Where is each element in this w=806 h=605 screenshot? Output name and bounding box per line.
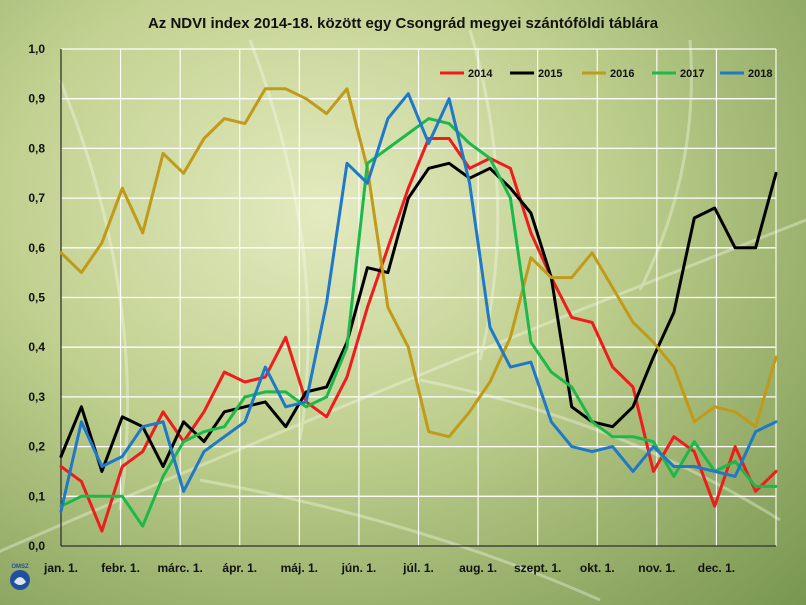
series-lines	[59, 87, 778, 533]
y-tick-label: 1,0	[28, 42, 45, 56]
gridlines	[60, 48, 777, 547]
y-axis-ticks: 0,0 0,1 0,2 0,3 0,4 0,5 0,6 0,7 0,8 0,9 1,0	[28, 42, 45, 553]
y-tick-label: 0,2	[28, 440, 45, 454]
chart-title: Az NDVI index 2014-18. között egy Csongr…	[148, 15, 659, 32]
legend-label: 2016	[610, 68, 634, 80]
x-axis-ticks: jan. 1. febr. 1. márc. 1. ápr. 1. máj. 1. jún…	[43, 561, 735, 575]
x-tick-label: dec. 1.	[698, 561, 735, 575]
x-tick-label: jan. 1.	[43, 561, 78, 575]
y-tick-label: 0,5	[28, 291, 45, 305]
series-line-2016	[59, 87, 778, 439]
legend-label: 2014	[468, 68, 493, 80]
legend: 2014 2015 2016 2017 2018	[440, 68, 772, 80]
x-tick-label: szept. 1.	[514, 561, 561, 575]
x-tick-label: febr. 1.	[101, 561, 140, 575]
logo-text: OMSZ	[11, 564, 29, 570]
x-tick-label: okt. 1.	[580, 561, 615, 575]
series-line-2014	[59, 137, 778, 533]
x-tick-label: jún. 1.	[341, 561, 377, 575]
series-line-2018	[59, 92, 778, 513]
y-tick-label: 0,7	[28, 191, 45, 205]
series-line-2015	[59, 161, 778, 473]
omsz-logo: OMSZ	[10, 564, 30, 590]
y-tick-label: 0,3	[28, 390, 45, 404]
x-tick-label: máj. 1.	[281, 561, 318, 575]
legend-label: 2018	[748, 68, 772, 80]
y-tick-label: 0,6	[28, 241, 45, 255]
y-tick-label: 0,8	[28, 141, 45, 155]
y-tick-label: 0,1	[28, 489, 45, 503]
x-tick-label: aug. 1.	[459, 561, 497, 575]
y-tick-label: 0,4	[28, 340, 45, 354]
series-line-2017	[59, 117, 778, 528]
x-tick-label: júl. 1.	[402, 561, 434, 575]
x-tick-label: ápr. 1.	[222, 561, 257, 575]
x-tick-label: márc. 1.	[157, 561, 202, 575]
legend-label: 2015	[538, 68, 562, 80]
y-tick-label: 0,9	[28, 92, 45, 106]
x-tick-label: nov. 1.	[638, 561, 675, 575]
y-tick-label: 0,0	[28, 539, 45, 553]
legend-label: 2017	[680, 68, 704, 80]
